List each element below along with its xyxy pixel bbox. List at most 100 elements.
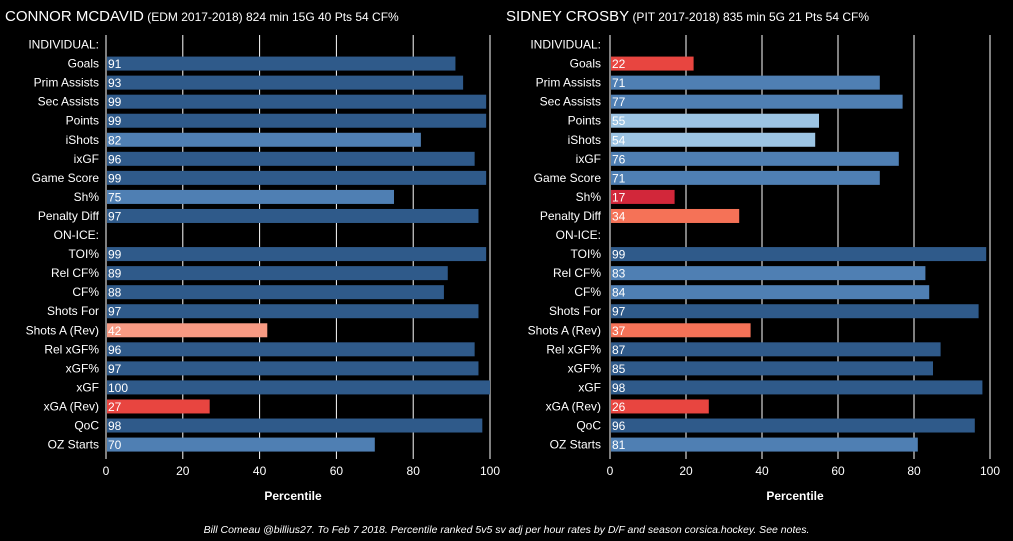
bar-value-label: 81 [612,438,626,452]
bar [611,75,880,90]
player-name: SIDNEY CROSBY [506,8,630,25]
player-team-season: (PIT 2017-2018) [632,10,720,24]
bar [107,208,479,223]
bar-value-label: 76 [612,152,626,166]
row-label: Sh% [74,190,100,204]
player-name: CONNOR MCDAVID [5,8,144,25]
bar [611,56,694,71]
row-label: Shots A (Rev) [26,323,99,337]
bar [611,151,899,166]
bar-value-label: 77 [612,95,626,109]
bar-value-label: 99 [612,248,626,262]
bar [107,151,475,166]
row-label: Shots For [47,304,99,318]
row-label: Rel CF% [553,266,601,280]
x-tick-label: 80 [907,464,921,478]
row-label: Prim Assists [34,76,99,90]
row-label: TOI% [69,247,100,261]
bar [611,418,975,433]
row-label: Prim Assists [536,76,601,90]
x-tick-label: 20 [176,464,190,478]
row-label: Sec Assists [38,95,99,109]
bar-value-label: 82 [108,133,122,147]
bar [611,208,740,223]
bar-value-label: 88 [108,286,122,300]
bar [107,132,421,147]
bar [107,304,479,319]
row-label: xGF [578,380,601,394]
bar-value-label: 99 [108,248,122,262]
section-header: ON-ICE: [54,228,99,242]
row-label: OZ Starts [48,438,99,452]
bar-value-label: 34 [612,209,626,223]
player-summary: 824 min 15G 40 Pts 54 CF% [245,10,399,24]
bar [611,399,709,414]
bar [107,189,394,204]
x-tick-label: 20 [679,464,693,478]
bar-value-label: 54 [612,133,626,147]
row-label: TOI% [571,247,602,261]
bar-value-label: 100 [108,381,128,395]
x-axis-label: Percentile [766,489,824,503]
bar-value-label: 99 [108,114,122,128]
x-tick-label: 60 [831,464,845,478]
bar-value-label: 75 [108,190,122,204]
chart-title-right: SIDNEY CROSBY (PIT 2017-2018) 835 min 5G… [506,8,869,25]
bar-value-label: 55 [612,114,626,128]
bar-value-label: 97 [108,305,122,319]
chart-title-left: CONNOR MCDAVID (EDM 2017-2018) 824 min 1… [5,8,399,25]
bar-value-label: 87 [612,343,626,357]
bar-value-label: 97 [108,362,122,376]
row-label: Rel xGF% [44,342,99,356]
bar [107,56,456,71]
bar [107,75,464,90]
bar-value-label: 85 [612,362,626,376]
row-label: Penalty Diff [38,209,100,223]
row-label: iShots [66,133,99,147]
row-label: CF% [574,285,601,299]
row-label: Shots For [549,304,601,318]
bar [611,342,941,357]
row-label: Rel xGF% [546,342,601,356]
bar [107,94,487,109]
bar-value-label: 89 [108,267,122,281]
bar-value-label: 70 [108,438,122,452]
bar-value-label: 99 [108,95,122,109]
bar-value-label: 71 [612,171,626,185]
row-label: xGF% [66,361,100,375]
section-header: INDIVIDUAL: [530,38,601,52]
row-label: Penalty Diff [540,209,602,223]
bar-value-label: 96 [108,152,122,166]
bar-value-label: 97 [612,305,626,319]
row-label: OZ Starts [550,438,601,452]
bar [611,247,987,262]
bar-value-label: 17 [612,190,626,204]
bar-value-label: 96 [612,419,626,433]
row-label: Points [568,114,601,128]
player-summary: 835 min 5G 21 Pts 54 CF% [722,10,870,24]
bar [611,113,819,128]
row-label: ixGF [576,152,601,166]
bar-value-label: 99 [108,171,122,185]
bar [107,361,479,376]
chart-panel: INDIVIDUAL: Goals 22 Prim Assists 71 Sec Assi… [528,35,1000,503]
bar-value-label: 93 [108,76,122,90]
row-label: Rel CF% [51,266,99,280]
bar-value-label: 71 [612,76,626,90]
x-tick-label: 100 [480,464,500,478]
bar [107,113,487,128]
row-label: CF% [72,285,99,299]
x-axis-label: Percentile [264,489,322,503]
x-tick-label: 40 [755,464,769,478]
bar [611,266,926,281]
bar [611,323,751,338]
row-label: QoC [74,419,99,433]
bar-value-label: 98 [108,419,122,433]
row-label: Goals [68,57,99,71]
section-header: INDIVIDUAL: [28,38,99,52]
bar-value-label: 91 [108,57,122,71]
x-tick-label: 80 [407,464,421,478]
bar-value-label: 84 [612,286,626,300]
bar-value-label: 97 [108,209,122,223]
